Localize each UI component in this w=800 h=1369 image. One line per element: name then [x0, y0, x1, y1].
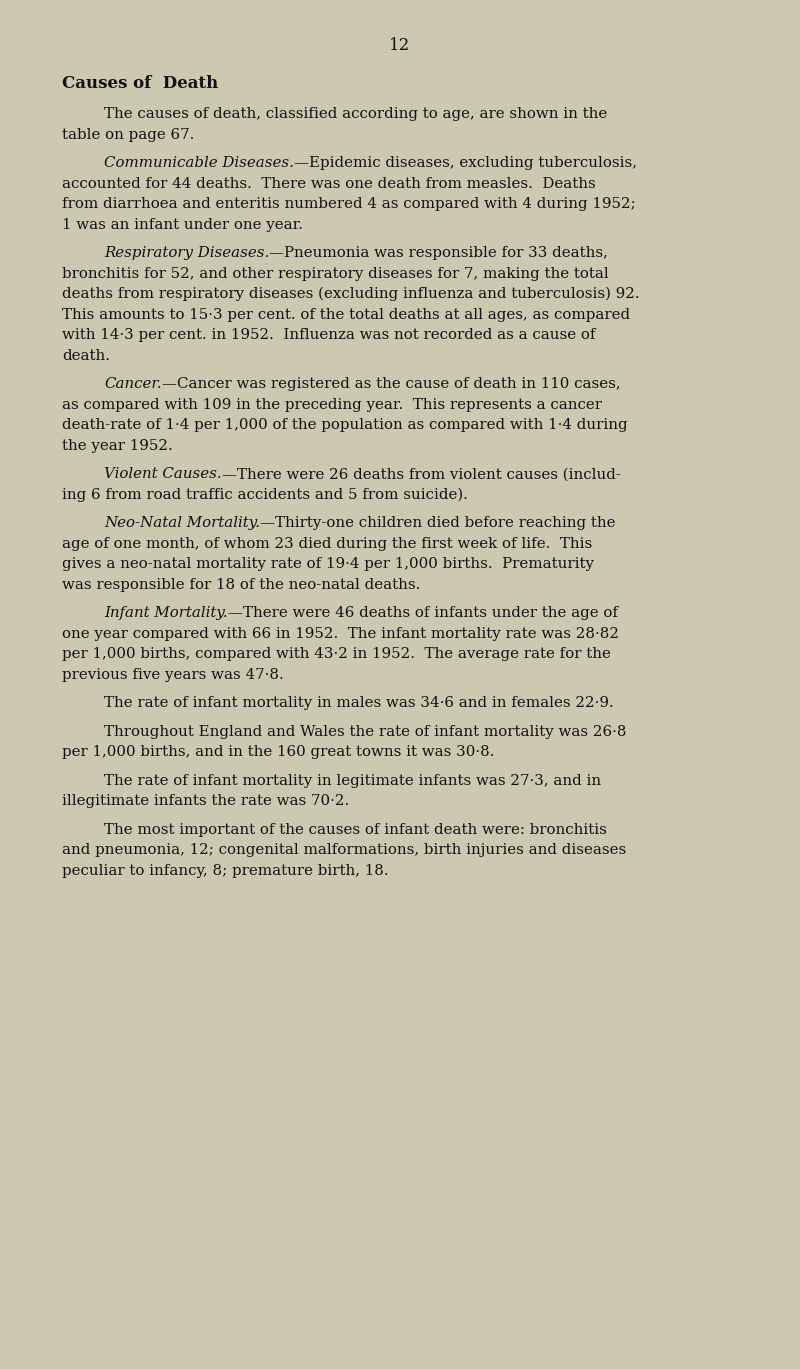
Text: Respiratory Diseases.: Respiratory Diseases.: [104, 246, 270, 260]
Text: Violent Causes.: Violent Causes.: [104, 467, 222, 482]
Text: The most important of the causes of infant death were: bronchitis: The most important of the causes of infa…: [104, 823, 607, 836]
Text: was responsible for 18 of the neo-natal deaths.: was responsible for 18 of the neo-natal …: [62, 578, 420, 591]
Text: death-rate of 1·4 per 1,000 of the population as compared with 1·4 during: death-rate of 1·4 per 1,000 of the popul…: [62, 419, 628, 433]
Text: deaths from respiratory diseases (excluding influenza and tuberculosis) 92.: deaths from respiratory diseases (exclud…: [62, 287, 640, 301]
Text: The rate of infant mortality in legitimate infants was 27·3, and in: The rate of infant mortality in legitima…: [104, 773, 601, 787]
Text: The causes of death, classified according to age, are shown in the: The causes of death, classified accordin…: [104, 107, 607, 122]
Text: bronchitis for 52, and other respiratory diseases for 7, making the total: bronchitis for 52, and other respiratory…: [62, 267, 609, 281]
Text: illegitimate infants the rate was 70·2.: illegitimate infants the rate was 70·2.: [62, 794, 350, 808]
Text: and pneumonia, 12; congenital malformations, birth injuries and diseases: and pneumonia, 12; congenital malformati…: [62, 843, 626, 857]
Text: table on page 67.: table on page 67.: [62, 127, 194, 142]
Text: —Epidemic diseases, excluding tuberculosis,: —Epidemic diseases, excluding tuberculos…: [294, 156, 637, 170]
Text: —There were 26 deaths from violent causes (includ-: —There were 26 deaths from violent cause…: [222, 467, 621, 482]
Text: —Thirty-one children died before reaching the: —Thirty-one children died before reachin…: [260, 516, 615, 530]
Text: peculiar to infancy, 8; premature birth, 18.: peculiar to infancy, 8; premature birth,…: [62, 864, 389, 878]
Text: one year compared with 66 in 1952.  The infant mortality rate was 28·82: one year compared with 66 in 1952. The i…: [62, 627, 619, 641]
Text: This amounts to 15·3 per cent. of the total deaths at all ages, as compared: This amounts to 15·3 per cent. of the to…: [62, 308, 630, 322]
Text: gives a neo-natal mortality rate of 19·4 per 1,000 births.  Prematurity: gives a neo-natal mortality rate of 19·4…: [62, 557, 594, 571]
Text: 1 was an infant under one year.: 1 was an infant under one year.: [62, 218, 303, 231]
Text: —There were 46 deaths of infants under the age of: —There were 46 deaths of infants under t…: [228, 606, 618, 620]
Text: accounted for 44 deaths.  There was one death from measles.  Deaths: accounted for 44 deaths. There was one d…: [62, 177, 596, 190]
Text: per 1,000 births, and in the 160 great towns it was 30·8.: per 1,000 births, and in the 160 great t…: [62, 745, 494, 760]
Text: age of one month, of whom 23 died during the first week of life.  This: age of one month, of whom 23 died during…: [62, 537, 592, 550]
Text: death.: death.: [62, 349, 110, 363]
Text: Communicable Diseases.: Communicable Diseases.: [104, 156, 294, 170]
Text: previous five years was 47·8.: previous five years was 47·8.: [62, 668, 284, 682]
Text: the year 1952.: the year 1952.: [62, 438, 173, 453]
Text: —Cancer was registered as the cause of death in 110 cases,: —Cancer was registered as the cause of d…: [162, 378, 620, 392]
Text: with 14·3 per cent. in 1952.  Influenza was not recorded as a cause of: with 14·3 per cent. in 1952. Influenza w…: [62, 329, 595, 342]
Text: —Pneumonia was responsible for 33 deaths,: —Pneumonia was responsible for 33 deaths…: [270, 246, 608, 260]
Text: per 1,000 births, compared with 43·2 in 1952.  The average rate for the: per 1,000 births, compared with 43·2 in …: [62, 648, 611, 661]
Text: Neo-Natal Mortality.: Neo-Natal Mortality.: [104, 516, 260, 530]
Text: 12: 12: [390, 37, 410, 55]
Text: from diarrhoea and enteritis numbered 4 as compared with 4 during 1952;: from diarrhoea and enteritis numbered 4 …: [62, 197, 636, 211]
Text: Causes of  Death: Causes of Death: [62, 75, 218, 93]
Text: ing 6 from road traffic accidents and 5 from suicide).: ing 6 from road traffic accidents and 5 …: [62, 487, 468, 502]
Text: The rate of infant mortality in males was 34·6 and in females 22·9.: The rate of infant mortality in males wa…: [104, 697, 614, 711]
Text: Infant Mortality.: Infant Mortality.: [104, 606, 228, 620]
Text: Cancer.: Cancer.: [104, 378, 162, 392]
Text: as compared with 109 in the preceding year.  This represents a cancer: as compared with 109 in the preceding ye…: [62, 398, 602, 412]
Text: Throughout England and Wales the rate of infant mortality was 26·8: Throughout England and Wales the rate of…: [104, 724, 626, 739]
